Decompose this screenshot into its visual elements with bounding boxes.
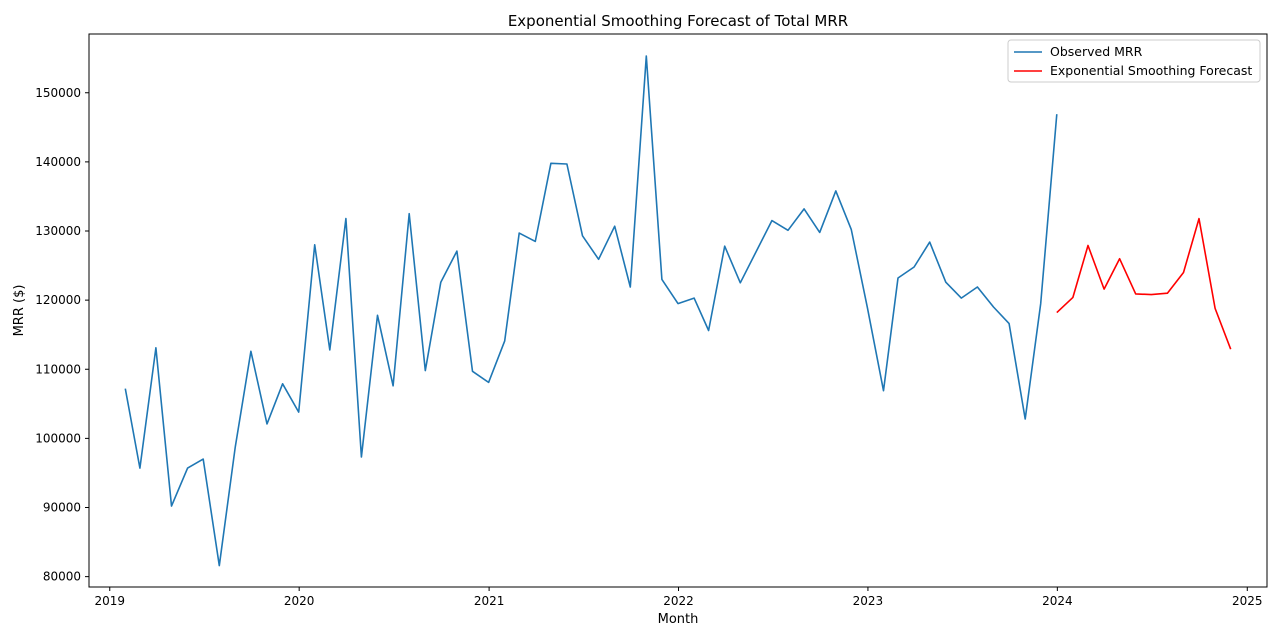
x-tick-label: 2021 (474, 594, 505, 608)
legend-box (1007, 39, 1261, 83)
x-axis-title: Month (658, 612, 699, 627)
series-line-observed-mrr (124, 55, 1058, 567)
x-tick-label: 2024 (1042, 594, 1073, 608)
y-tick-label: 100000 (35, 431, 81, 445)
x-tick-label: 2019 (94, 594, 125, 608)
y-tick-label: 120000 (35, 293, 81, 307)
legend-label: Exponential Smoothing Forecast (1050, 63, 1252, 78)
y-tick-label: 110000 (35, 362, 81, 376)
y-axis: 80000 90000 100000 110000 120000 130000 140000… (35, 86, 89, 584)
x-tick-label: 2025 (1232, 594, 1263, 608)
y-tick-label: 130000 (35, 224, 81, 238)
series-line-forecast (1056, 217, 1232, 350)
x-tick-label: 2022 (663, 594, 694, 608)
y-tick-label: 140000 (35, 155, 81, 169)
plot-area (88, 33, 1268, 588)
plot-frame (88, 33, 1268, 588)
y-tick-label: 80000 (43, 570, 81, 584)
x-tick-label: 2020 (284, 594, 315, 608)
legend-label: Observed MRR (1050, 44, 1143, 59)
y-tick-label: 90000 (43, 501, 81, 515)
y-tick-label: 150000 (35, 86, 81, 100)
series-layer (124, 55, 1232, 567)
x-tick-label: 2023 (853, 594, 884, 608)
x-axis: 2019 2020 2021 2022 2023 2024 2025 (94, 587, 1263, 608)
legend: Observed MRR Exponential Smoothing Foreca… (1007, 39, 1261, 83)
chart-title: Exponential Smoothing Forecast of Total … (508, 12, 848, 30)
y-axis-title: MRR ($) (12, 285, 27, 337)
